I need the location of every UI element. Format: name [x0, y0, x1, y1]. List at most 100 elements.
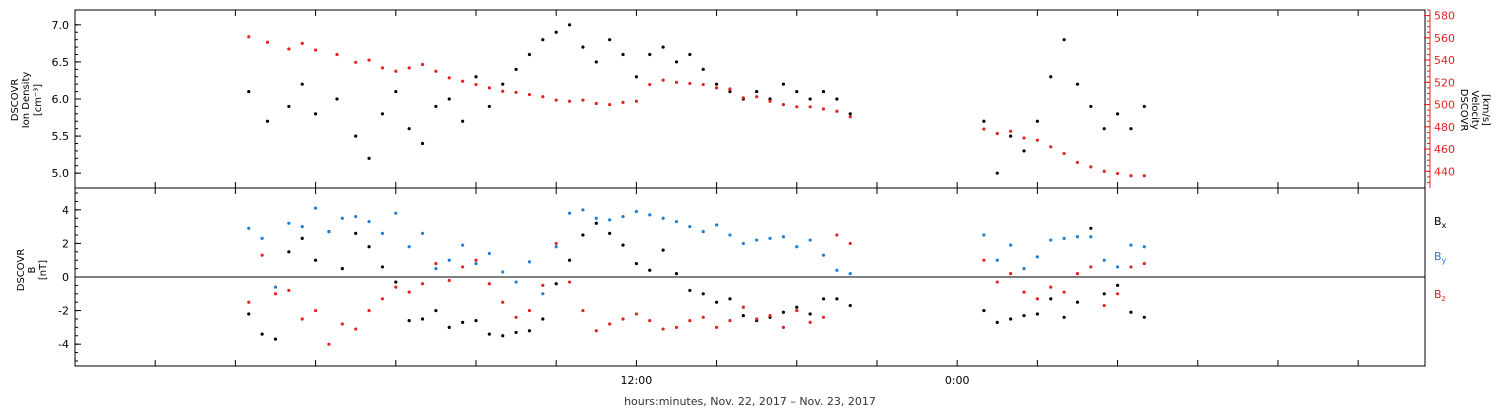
- data-point-top: [755, 89, 759, 94]
- data-point-bz: [661, 327, 665, 331]
- data-point-top: [835, 97, 839, 101]
- data-point-top: [567, 23, 572, 27]
- ytick-label-bottom: -2: [58, 305, 69, 318]
- data-point-bz: [1022, 290, 1026, 294]
- data-point-bz: [808, 320, 812, 324]
- data-point-top: [1049, 145, 1053, 149]
- data-point-top: [265, 40, 270, 44]
- data-point-bx: [554, 282, 558, 286]
- data-point-bz: [728, 319, 732, 323]
- data-point-bz: [380, 297, 385, 301]
- data-point-bz: [768, 314, 772, 318]
- data-point-by: [313, 206, 318, 210]
- data-point-bx: [634, 261, 638, 266]
- data-point-top: [487, 86, 491, 90]
- ytick-label-bottom: 0: [62, 271, 69, 284]
- data-point-top: [514, 67, 518, 71]
- data-point-bx: [835, 297, 839, 301]
- data-point-bz: [554, 241, 558, 246]
- data-point-top: [674, 60, 679, 64]
- ytick-label-bottom: 2: [62, 237, 69, 250]
- legend-subscript: z: [1442, 294, 1446, 303]
- data-point-top: [781, 102, 786, 107]
- data-point-top: [447, 97, 451, 101]
- data-point-bx: [514, 330, 518, 335]
- data-point-top: [755, 95, 759, 99]
- data-point-top: [541, 38, 545, 42]
- data-point-top: [527, 92, 532, 97]
- data-point-top: [247, 89, 251, 94]
- data-point-by: [354, 214, 358, 219]
- data-point-by: [648, 213, 652, 217]
- data-point-bx: [273, 337, 278, 341]
- data-point-bx: [795, 305, 799, 309]
- data-point-by: [1022, 267, 1026, 271]
- data-point-bz: [420, 282, 425, 286]
- data-point-bz: [527, 308, 532, 313]
- data-point-bx: [407, 319, 411, 323]
- data-point-by: [501, 270, 505, 274]
- data-point-by: [300, 225, 304, 229]
- data-point-top: [554, 98, 558, 102]
- data-point-bx: [581, 233, 585, 237]
- data-point-by: [728, 233, 732, 237]
- data-point-bx: [714, 300, 719, 304]
- data-point-by: [1009, 243, 1013, 247]
- data-point-by: [447, 258, 451, 262]
- ytick-label-bottom: -4: [58, 338, 69, 351]
- ytick-label-right: 580: [1434, 10, 1455, 23]
- data-point-top: [661, 78, 665, 82]
- data-point-bz: [407, 290, 411, 294]
- data-point-top: [821, 107, 826, 111]
- data-point-bz: [755, 317, 759, 321]
- data-point-by: [581, 208, 585, 212]
- data-point-bz: [714, 325, 719, 329]
- data-point-bz: [781, 325, 786, 329]
- data-point-top: [541, 95, 545, 99]
- data-point-by: [380, 231, 385, 235]
- data-point-bx: [434, 308, 438, 313]
- data-point-by: [1129, 243, 1133, 247]
- data-point-bz: [313, 308, 318, 313]
- data-point-bx: [1102, 292, 1106, 296]
- data-point-bz: [688, 319, 692, 323]
- data-point-top: [1102, 169, 1106, 173]
- data-point-top: [367, 58, 371, 62]
- data-point-top: [1075, 82, 1080, 86]
- data-point-by: [287, 221, 291, 225]
- data-point-bz: [434, 261, 438, 266]
- data-point-top: [1129, 127, 1133, 131]
- data-point-bx: [461, 320, 465, 324]
- data-point-top: [795, 105, 799, 109]
- data-point-bx: [1049, 297, 1053, 301]
- data-point-bx: [701, 292, 705, 296]
- data-point-by: [461, 243, 465, 247]
- data-point-top: [1075, 160, 1080, 165]
- data-point-bz: [1129, 265, 1133, 269]
- ylabel-top-line3: [cm⁻³]: [33, 84, 44, 116]
- x-axis-label: hours:minutes, Nov. 22, 2017 – Nov. 23, …: [624, 395, 876, 408]
- data-point-bz: [447, 278, 451, 282]
- data-point-top: [688, 52, 692, 57]
- data-point-top: [265, 119, 270, 123]
- data-point-by: [755, 238, 759, 242]
- data-point-by: [634, 209, 638, 214]
- data-point-bz: [1035, 297, 1039, 301]
- data-point-by: [1115, 265, 1120, 269]
- data-point-by: [247, 226, 251, 230]
- data-point-top: [527, 52, 532, 57]
- data-point-bx: [1115, 283, 1120, 287]
- data-point-bx: [982, 308, 986, 313]
- data-point-by: [327, 230, 331, 234]
- data-point-bx: [1022, 314, 1026, 318]
- data-point-by: [260, 236, 264, 240]
- data-point-top: [634, 99, 638, 103]
- data-point-bz: [1089, 265, 1093, 269]
- data-point-top: [714, 82, 719, 86]
- data-point-bx: [260, 332, 264, 336]
- data-point-bx: [821, 297, 826, 301]
- data-point-bz: [514, 315, 518, 319]
- data-point-by: [688, 225, 692, 229]
- ytick-label-right: 560: [1434, 32, 1455, 45]
